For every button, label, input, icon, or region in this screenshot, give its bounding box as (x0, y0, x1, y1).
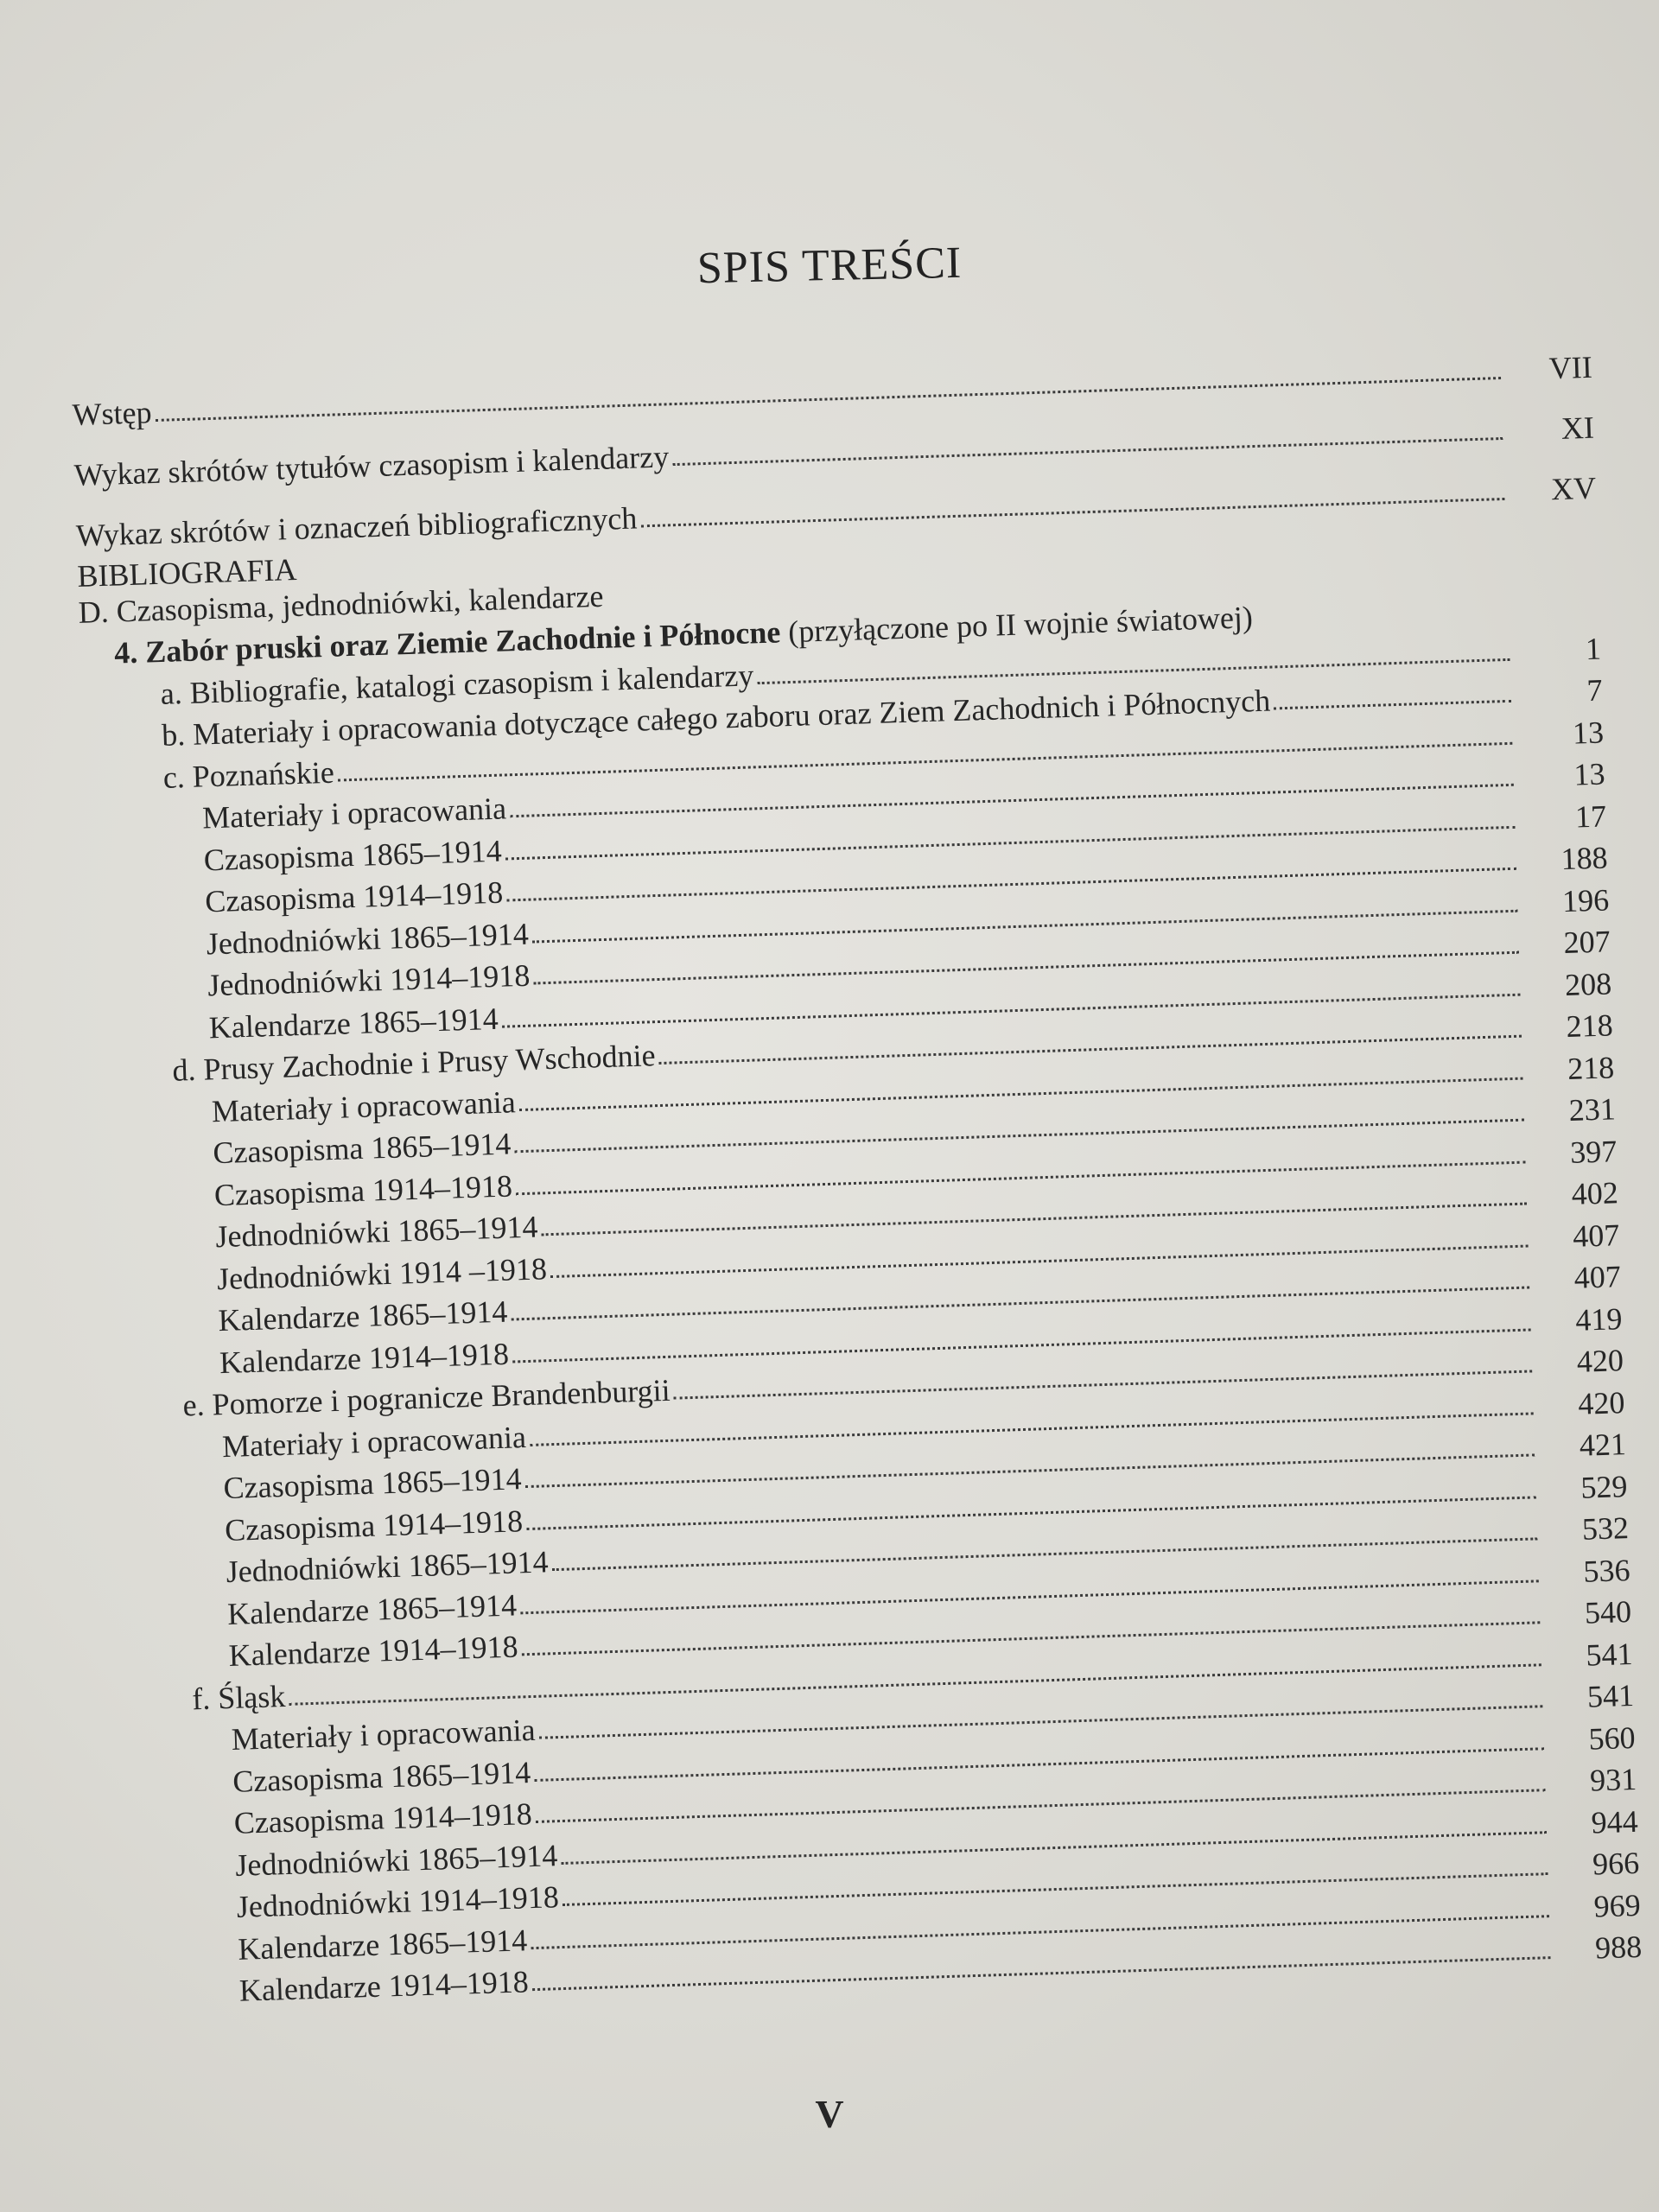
toc-entry-page: 196 (1561, 881, 1610, 918)
toc-entry-page: 532 (1581, 1510, 1630, 1547)
toc-entry-page: 402 (1571, 1175, 1619, 1211)
toc-entry-page: 541 (1585, 1636, 1634, 1673)
toc-entry-page: 407 (1572, 1217, 1620, 1254)
toc-entry-page: 407 (1573, 1259, 1622, 1295)
toc-entry-page: 541 (1586, 1677, 1635, 1714)
toc-entry-label: Kalendarze 1914–1918 (238, 1964, 530, 2008)
toc-entry-page: XV (1550, 470, 1597, 507)
toc-entry-page: 529 (1580, 1468, 1629, 1505)
toc-entry-page: 397 (1569, 1133, 1618, 1170)
toc-entry-page: 188 (1560, 840, 1609, 877)
dot-leader (1274, 699, 1511, 710)
toc-entry-page: 218 (1567, 1049, 1615, 1086)
toc-entry-label: f. Śląsk (191, 1678, 286, 1716)
toc-entry-page: 218 (1566, 1007, 1614, 1045)
toc-entry-page: 7 (1586, 672, 1604, 709)
toc-entry-page: 1 (1585, 631, 1602, 666)
page-number: V (815, 2092, 844, 2136)
toc-entry-page: 536 (1582, 1552, 1631, 1589)
toc-entry-page: 419 (1574, 1300, 1623, 1338)
toc-entry-page: 421 (1579, 1427, 1627, 1463)
dot-leader (531, 1956, 1551, 1992)
toc-entry-page: 988 (1594, 1929, 1643, 1966)
toc-entry-label: Wstęp (71, 395, 153, 432)
toc-entry-page: 231 (1568, 1091, 1617, 1128)
toc-entry-page: 13 (1573, 756, 1606, 792)
toc-entry-page: XI (1560, 410, 1595, 446)
toc-entry-page: 13 (1572, 714, 1605, 751)
toc-entry-page: 540 (1584, 1593, 1632, 1630)
toc-entry-page: 420 (1576, 1343, 1624, 1379)
toc-entry-page: 208 (1564, 965, 1612, 1002)
toc-entry-page: 969 (1593, 1887, 1642, 1924)
toc-entry-page: 420 (1577, 1384, 1625, 1421)
toc-entry-label: c. Poznańskie (162, 754, 335, 795)
toc-entry-page: 931 (1589, 1761, 1637, 1798)
toc-entry-page: 17 (1574, 798, 1607, 835)
toc-entry-page: 966 (1592, 1845, 1640, 1882)
table-of-contents: Wstęp VII Wykaz skrótów tytułów czasopism … (71, 324, 1643, 2012)
toc-entry-page: 944 (1590, 1803, 1639, 1840)
section-heading-label: BIBLIOGRAFIA (76, 551, 297, 594)
page-title: SPIS TREŚCI (696, 238, 963, 294)
toc-entry-page: VII (1548, 349, 1593, 386)
toc-entry-page: 560 (1587, 1719, 1637, 1757)
toc-entry-page: 207 (1562, 924, 1611, 961)
